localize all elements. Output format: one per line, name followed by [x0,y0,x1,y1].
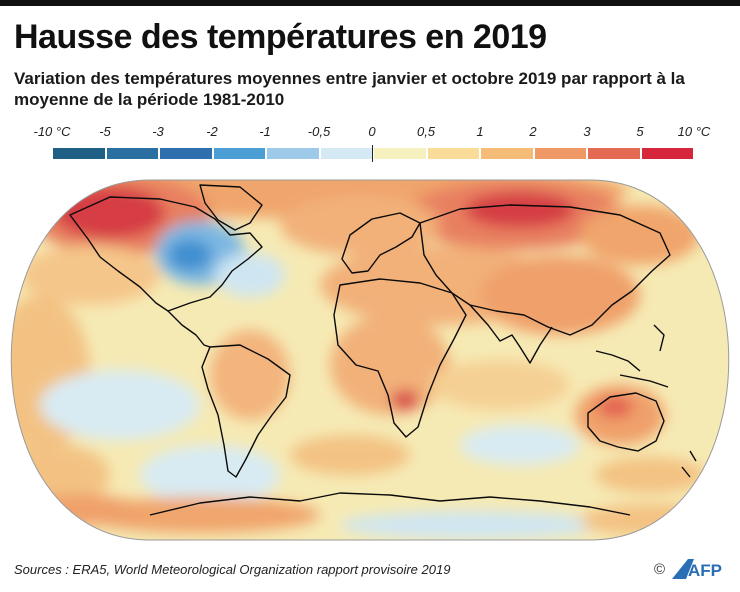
coastlines [69,184,697,516]
legend-label: 2 [529,124,537,139]
world-temperature-anomaly-map [10,179,730,541]
credit: © AFP [654,557,724,581]
legend-label: 10 °C [677,124,711,139]
legend-swatch [160,148,212,159]
legend-label: -10 °C [33,124,71,139]
central-america [167,310,211,348]
legend-label: -3 [152,124,164,139]
legend-swatch [374,148,426,159]
legend-label: 5 [636,124,644,139]
legend-swatch [481,148,533,159]
copyright-symbol: © [653,560,665,578]
legend-label: -2 [206,124,218,139]
legend-swatch [641,148,693,159]
arabia-india [469,304,553,364]
africa [333,278,467,438]
legend-swatch [53,148,105,159]
greenland [199,184,263,231]
legend-label: -5 [99,124,111,139]
legend-swatch [106,148,158,159]
south-america [201,344,291,478]
europe [341,212,421,274]
legend-label: 1 [476,124,484,139]
australia [587,392,665,452]
legend-zero-tick [372,145,373,162]
legend-swatch [320,148,372,159]
svg-text:AFP: AFP [688,561,722,580]
legend-swatch [267,148,319,159]
asia [419,204,671,336]
color-scale-legend: -10 °C -5 -3 -2 -1 -0,5 0 0,5 1 2 3 5 10… [34,124,710,164]
page-title: Hausse des températures en 2019 [14,18,547,56]
antarctica [149,492,631,516]
legend-swatch [534,148,586,159]
southeast-asia-islands [595,324,669,388]
page-subtitle: Variation des températures moyennes entr… [14,69,685,109]
legend-swatch [588,148,640,159]
globe-outline [10,179,730,541]
legend-label: 3 [583,124,591,139]
source-note: Sources : ERA5, World Meteorological Org… [14,562,451,577]
legend-label: 0,5 [416,124,436,139]
legend-label: 0 [368,124,376,139]
legend-swatch [427,148,479,159]
afp-logo: AFP [672,559,722,580]
legend-label: -0,5 [307,124,331,139]
top-rule [0,0,740,6]
new-zealand [681,450,697,478]
legend-label: -1 [259,124,271,139]
anomaly-field [11,180,720,539]
north-america [69,196,263,312]
legend-swatch [213,148,265,159]
